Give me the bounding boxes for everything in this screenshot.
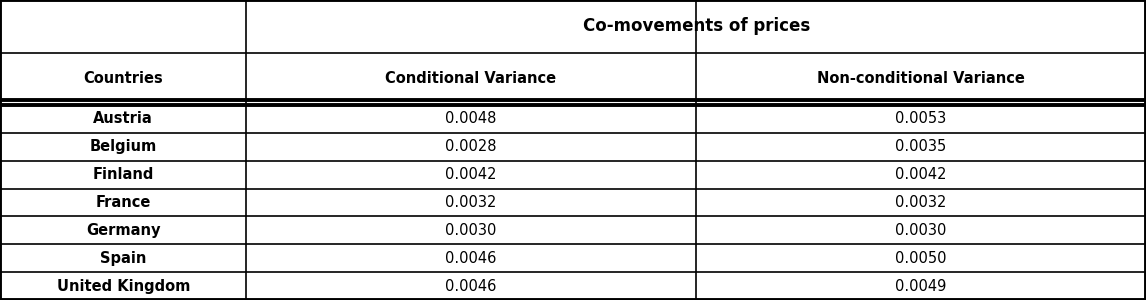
Text: 0.0028: 0.0028 [446, 139, 496, 154]
Text: Co-movements of prices: Co-movements of prices [582, 17, 810, 35]
Text: 0.0050: 0.0050 [895, 251, 947, 266]
Text: 0.0030: 0.0030 [895, 223, 947, 238]
Text: 0.0046: 0.0046 [446, 251, 496, 266]
Text: 0.0035: 0.0035 [895, 139, 947, 154]
Text: Finland: Finland [93, 167, 154, 182]
Text: 0.0042: 0.0042 [895, 167, 947, 182]
Text: United Kingdom: United Kingdom [56, 279, 190, 294]
Text: Conditional Variance: Conditional Variance [385, 71, 557, 86]
Text: Belgium: Belgium [89, 139, 157, 154]
Text: Germany: Germany [86, 223, 160, 238]
Text: 0.0032: 0.0032 [895, 195, 947, 210]
Text: Countries: Countries [84, 71, 163, 86]
Text: 0.0049: 0.0049 [895, 279, 947, 294]
Text: 0.0053: 0.0053 [895, 111, 947, 126]
Text: Spain: Spain [100, 251, 147, 266]
Text: 0.0042: 0.0042 [446, 167, 496, 182]
Text: Non-conditional Variance: Non-conditional Variance [817, 71, 1025, 86]
Text: Austria: Austria [93, 111, 154, 126]
Text: 0.0032: 0.0032 [446, 195, 496, 210]
Text: France: France [95, 195, 151, 210]
Text: 0.0048: 0.0048 [446, 111, 496, 126]
Text: 0.0046: 0.0046 [446, 279, 496, 294]
Text: 0.0030: 0.0030 [446, 223, 496, 238]
